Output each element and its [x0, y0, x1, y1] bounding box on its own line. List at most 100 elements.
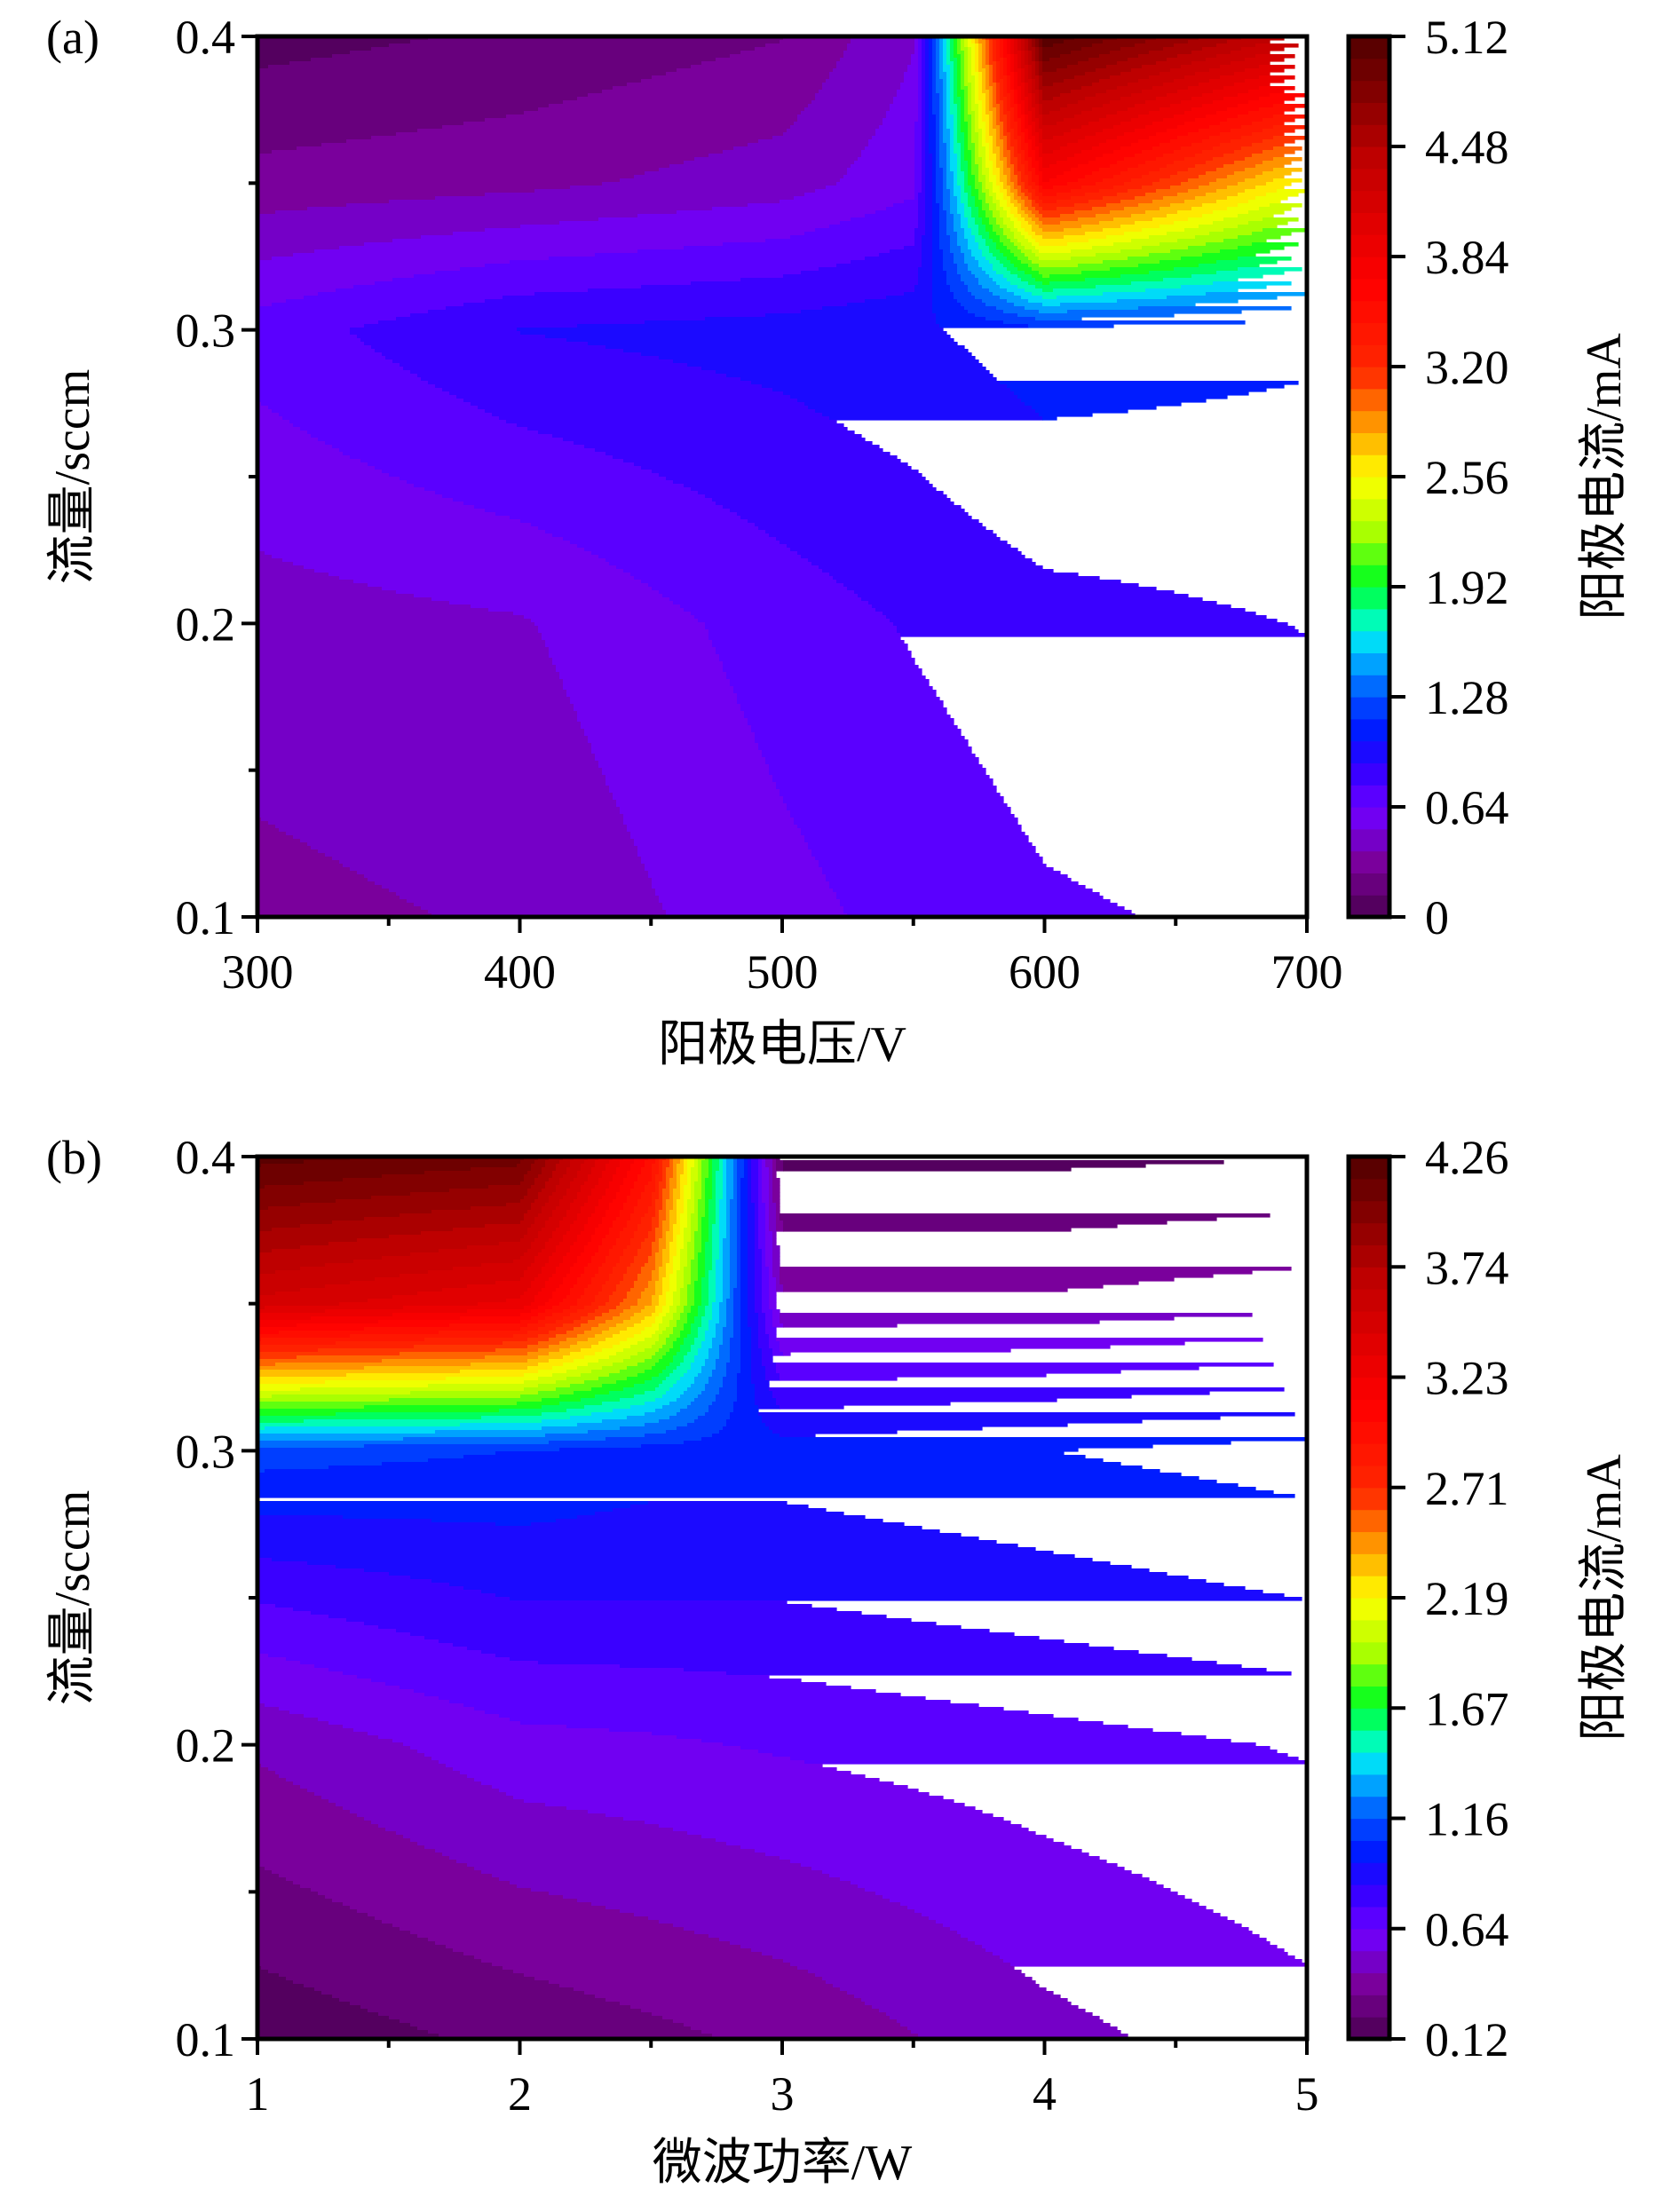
contour-band-cell	[719, 1238, 724, 1243]
contour-band-cell	[780, 1213, 1270, 1218]
contour-band-cell	[829, 72, 905, 76]
colorbar-level	[1349, 124, 1389, 147]
contour-band-cell	[257, 846, 312, 850]
contour-band-cell	[922, 175, 926, 179]
contour-band-cell	[733, 1171, 738, 1175]
contour-band-cell	[687, 1302, 695, 1307]
contour-band-cell	[765, 1164, 773, 1168]
contour-band-cell	[950, 285, 969, 289]
contour-band-cell	[257, 523, 532, 527]
contour-band-cell	[993, 292, 1015, 296]
contour-band-cell	[851, 40, 915, 44]
contour-band-cell	[993, 40, 997, 44]
contour-band-cell	[1131, 239, 1178, 243]
contour-band-cell	[1170, 175, 1199, 179]
contour-band-cell	[1227, 186, 1256, 190]
contour-band-cell	[985, 100, 990, 105]
contour-band-cell	[701, 1221, 709, 1225]
contour-band-cell	[712, 1224, 720, 1228]
contour-band-cell	[655, 1263, 663, 1268]
contour-band-cell	[346, 203, 748, 208]
contour-band-cell	[1007, 193, 1015, 197]
contour-band-cell	[1021, 207, 1029, 211]
contour-band-cell	[694, 1320, 702, 1324]
contour-band-cell	[932, 100, 940, 105]
contour-band-cell	[520, 1160, 535, 1165]
contour-band-cell	[1003, 154, 1011, 158]
contour-band-cell	[748, 1277, 756, 1282]
contour-band-cell	[982, 58, 986, 62]
contour-band-cell	[524, 1270, 542, 1275]
contour-band-cell	[957, 175, 965, 179]
contour-band-cell	[513, 612, 692, 616]
contour-band-cell	[552, 1366, 578, 1371]
contour-band-cell	[659, 1359, 674, 1363]
contour-band-cell	[1071, 196, 1104, 201]
contour-band-cell	[531, 1167, 542, 1172]
contour-band-cell	[609, 1252, 624, 1257]
contour-band-cell	[730, 1252, 738, 1257]
contour-band-cell	[946, 278, 962, 282]
contour-band-cell	[954, 118, 958, 122]
contour-band-cell	[1135, 154, 1164, 158]
contour-band-cell	[666, 1206, 674, 1211]
contour-band-cell	[1039, 93, 1043, 98]
contour-band-cell	[257, 377, 422, 382]
contour-band-cell	[659, 1299, 667, 1303]
contour-band-cell	[602, 1313, 621, 1317]
contour-band-cell	[954, 171, 958, 176]
contour-band-cell	[1078, 217, 1114, 222]
contour-band-cell	[534, 622, 706, 627]
contour-band-cell	[1042, 136, 1054, 140]
contour-band-cell	[1007, 157, 1011, 162]
contour-band-cell	[1163, 47, 1203, 51]
contour-band-cell	[666, 477, 926, 481]
contour-band-cell	[1174, 161, 1207, 165]
contour-band-cell	[989, 203, 997, 208]
contour-band-cell	[257, 789, 610, 794]
contour-band-cell	[257, 413, 280, 417]
contour-band-cell	[435, 196, 795, 201]
contour-band-cell	[694, 1231, 702, 1236]
contour-band-cell	[1160, 178, 1189, 183]
contour-band-cell	[257, 210, 276, 215]
contour-band-cell	[1035, 93, 1040, 98]
contour-band-cell	[932, 225, 940, 229]
contour-band-cell	[978, 51, 983, 55]
contour-band-cell	[1032, 139, 1036, 144]
contour-band-cell	[257, 739, 589, 744]
contour-band-cell	[723, 1341, 731, 1346]
contour-band-cell	[400, 896, 660, 900]
contour-band-cell	[478, 406, 809, 410]
contour-band-cell	[620, 178, 841, 183]
contour-band-cell	[279, 413, 493, 417]
contour-band-cell	[602, 1217, 617, 1221]
contour-band-cell	[961, 65, 965, 69]
contour-band-cell	[712, 207, 887, 211]
contour-band-cell	[1021, 196, 1029, 201]
contour-band-cell	[929, 100, 933, 105]
contour-band-cell	[975, 235, 983, 240]
contour-band-cell	[971, 249, 983, 254]
contour-band-cell	[446, 306, 823, 311]
contour-band-cell	[257, 1228, 273, 1232]
contour-band-cell	[726, 1235, 731, 1239]
contour-band-cell	[1152, 200, 1185, 204]
contour-band-cell	[1021, 296, 1043, 300]
contour-band-cell	[708, 1295, 716, 1300]
contour-band-cell	[708, 154, 862, 158]
contour-band-cell	[1000, 111, 1004, 115]
contour-band-cell	[257, 431, 308, 435]
contour-band-cell	[996, 75, 1001, 80]
contour-band-cell	[943, 207, 951, 211]
contour-band-cell	[1010, 281, 1029, 286]
contour-band-cell	[691, 1238, 695, 1243]
contour-band-cell	[758, 1341, 770, 1346]
contour-band-cell	[520, 1320, 539, 1324]
contour-band-cell	[769, 1181, 773, 1186]
contour-band-cell	[936, 125, 940, 130]
contour-band-cell	[946, 146, 951, 151]
contour-band-cell	[1177, 210, 1214, 215]
contour-band-cell	[755, 1302, 763, 1307]
contour-band-cell	[1010, 61, 1015, 66]
